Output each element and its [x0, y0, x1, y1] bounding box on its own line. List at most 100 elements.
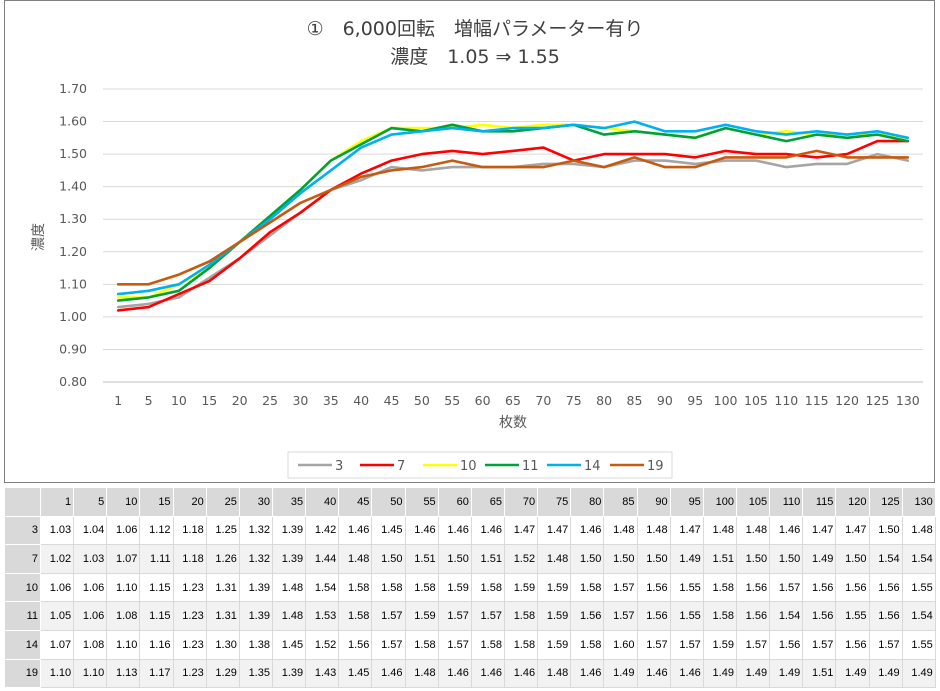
table-cell: 1.29 [205, 658, 240, 689]
x-tick-label: 45 [384, 393, 400, 408]
table-cell: 1.58 [470, 572, 505, 603]
table-cell: 1.55 [835, 601, 870, 631]
table-cell: 1.39 [238, 572, 273, 603]
table-cell: 1.51 [702, 544, 737, 574]
table-row-header: 10 [4, 572, 41, 603]
table-cell: 1.10 [106, 629, 141, 660]
table-header-cell: 20 [172, 487, 207, 517]
table-cell: 1.56 [802, 572, 837, 603]
table-cell: 1.59 [702, 629, 737, 660]
y-tick-label: 0.80 [59, 374, 87, 389]
x-tick-label: 55 [444, 393, 460, 408]
x-tick-label: 30 [292, 393, 308, 408]
table-cell: 1.18 [172, 544, 207, 574]
table-cell: 1.56 [835, 572, 870, 603]
legend-label-19: 19 [647, 459, 664, 474]
y-axis-label: 濃度 [31, 223, 47, 251]
table-cell: 1.57 [470, 601, 505, 631]
y-tick-label: 1.60 [59, 114, 87, 129]
table-cell: 1.56 [769, 629, 804, 660]
table-row: 11 1.05 1.06 1.08 1.15 1.23 1.31 1.39 1.48 1.53 1.… [4, 601, 936, 631]
table-cell: 1.57 [437, 629, 472, 660]
table-cell: 1.58 [702, 601, 737, 631]
table-cell: 1.31 [205, 601, 240, 631]
y-axis-ticks: 0.80 0.90 1.00 1.10 1.20 1.30 1.40 1.50 1.60 1.70 [59, 81, 87, 389]
table-row-header: 11 [4, 601, 41, 631]
x-axis-label: 枚数 [499, 415, 527, 431]
table-row: 19 1.10 1.10 1.13 1.17 1.23 1.29 1.35 1.39 1.43 1.… [4, 658, 936, 689]
table-cell: 1.39 [271, 515, 307, 546]
table-cell: 1.23 [172, 601, 207, 631]
table-header-cell: 70 [503, 487, 539, 517]
table-cell: 1.39 [271, 658, 307, 689]
line-chart: ① 6,000回転 増幅パラメーター有り 濃度 1.05 ⇒ 1.55 0.80… [31, 18, 923, 479]
table-cell: 1.15 [139, 601, 174, 631]
table-header-cell: 50 [371, 487, 406, 517]
x-tick-label: 20 [232, 393, 248, 408]
table-cell: 1.51 [802, 658, 837, 689]
series-line-7 [116, 139, 910, 312]
table-cell: 1.50 [636, 544, 671, 574]
table-cell: 1.55 [901, 572, 936, 603]
table-cell: 1.31 [205, 572, 240, 603]
table-cell: 1.57 [802, 629, 837, 660]
table-cell: 1.46 [437, 658, 472, 689]
table-cell: 1.56 [338, 629, 373, 660]
table-cell: 1.48 [735, 515, 771, 546]
table-cell: 1.32 [238, 544, 273, 574]
table-row-header: 14 [4, 629, 41, 660]
table-header-cell: 90 [636, 487, 671, 517]
table-cell: 1.48 [901, 515, 936, 546]
table-cell: 1.56 [868, 572, 903, 603]
table-cell: 1.58 [338, 601, 373, 631]
table-cell: 1.46 [470, 515, 505, 546]
table-cell: 1.59 [537, 601, 572, 631]
table-cell: 1.56 [570, 601, 605, 631]
table-cell: 1.23 [172, 629, 207, 660]
table-cell: 1.13 [106, 658, 141, 689]
table-cell: 1.51 [470, 544, 505, 574]
table-cell: 1.46 [404, 515, 439, 546]
table-header-cell: 15 [139, 487, 174, 517]
x-tick-label: 15 [201, 393, 217, 408]
table-cell: 1.15 [139, 572, 174, 603]
table-header-cell: 120 [835, 487, 870, 517]
table-cell: 1.49 [735, 658, 771, 689]
table-cell: 1.56 [735, 601, 771, 631]
table-header-cell: 75 [537, 487, 572, 517]
x-tick-label: 90 [657, 393, 673, 408]
x-tick-label: 60 [475, 393, 491, 408]
table-cell: 1.10 [39, 658, 75, 689]
chart-area: ① 6,000回転 増幅パラメーター有り 濃度 1.05 ⇒ 1.55 0.80… [4, 0, 935, 483]
table-cell: 1.57 [437, 601, 472, 631]
x-tick-label: 105 [744, 393, 768, 408]
table-header-cell: 35 [271, 487, 307, 517]
table-cell: 1.56 [802, 601, 837, 631]
y-tick-label: 1.70 [59, 81, 87, 96]
table-header-cell: 60 [437, 487, 472, 517]
table-cell: 1.32 [238, 515, 273, 546]
table-cell: 1.05 [39, 601, 75, 631]
y-tick-label: 1.10 [59, 276, 87, 291]
table-cell: 1.48 [537, 544, 572, 574]
table-cell: 1.23 [172, 572, 207, 603]
series-lines [116, 120, 910, 312]
table-cell: 1.57 [669, 629, 704, 660]
table-header-cell: 40 [305, 487, 340, 517]
table-cell: 1.26 [205, 544, 240, 574]
table-cell: 1.46 [338, 515, 373, 546]
table-row: 3 1.03 1.04 1.06 1.12 1.18 1.25 1.32 1.39 1.42 1.4… [4, 515, 936, 546]
table-cell: 1.16 [139, 629, 174, 660]
table-cell: 1.48 [702, 515, 737, 546]
table-cell: 1.58 [404, 572, 439, 603]
table-cell: 1.45 [371, 515, 406, 546]
table-cell: 1.06 [106, 515, 141, 546]
table-cell: 1.50 [371, 544, 406, 574]
x-tick-label: 120 [835, 393, 859, 408]
legend-label-11: 11 [522, 459, 539, 474]
y-tick-label: 1.50 [59, 146, 87, 161]
table-cell: 1.52 [305, 629, 340, 660]
table-cell: 1.03 [39, 515, 75, 546]
table-cell: 1.43 [305, 658, 340, 689]
table-header-cell: 25 [205, 487, 240, 517]
